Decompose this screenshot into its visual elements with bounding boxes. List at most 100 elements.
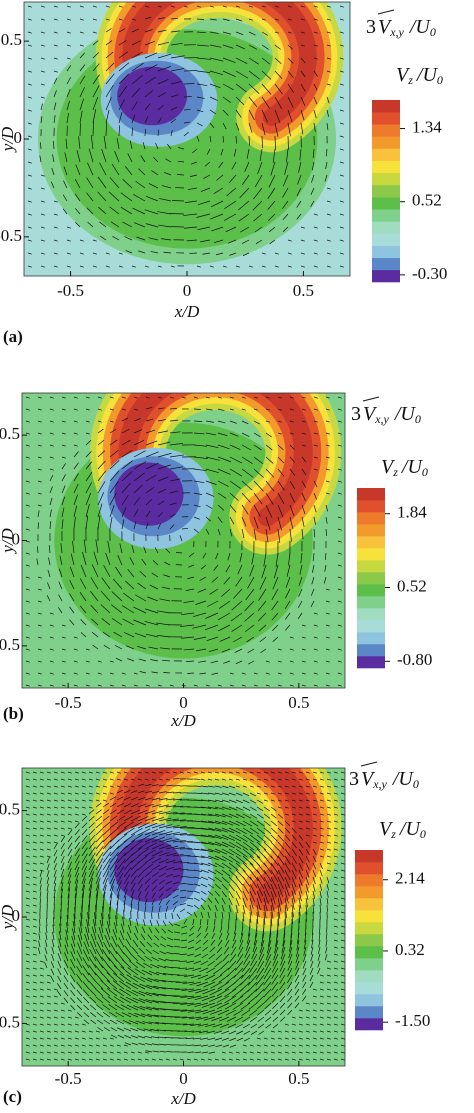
vector-arrow <box>221 855 233 863</box>
vector-arrow <box>263 855 273 867</box>
vector-arrow <box>305 904 308 915</box>
vector-arrow <box>81 771 86 774</box>
vector-arrow <box>92 252 97 255</box>
vector-arrow <box>59 923 62 934</box>
vector-arrow <box>86 919 90 934</box>
vector-arrow <box>139 940 146 948</box>
vector-arrow <box>165 880 173 885</box>
vector-arrow <box>256 799 263 804</box>
vector-arrow <box>221 848 235 856</box>
vector-arrow <box>277 1044 282 1047</box>
vector-arrow <box>149 584 159 590</box>
vector-arrow <box>70 959 76 969</box>
vector-arrow <box>32 890 37 893</box>
vector-arrow <box>298 1016 303 1019</box>
vector-arrow <box>144 884 150 892</box>
vector-arrow <box>72 920 76 934</box>
vector-arrow <box>123 895 127 906</box>
vector-arrow <box>228 883 235 892</box>
vector-arrow <box>120 206 133 215</box>
vector-arrow <box>339 83 344 86</box>
vector-arrow <box>52 924 55 934</box>
vector-arrow <box>339 57 344 60</box>
vector-arrow <box>256 876 265 889</box>
vector-arrow <box>147 1014 160 1018</box>
vector-arrow <box>27 44 32 47</box>
vector-arrow <box>151 810 163 815</box>
vector-arrow <box>123 821 134 829</box>
vector-arrow <box>287 265 292 268</box>
vector-arrow <box>312 1058 317 1061</box>
vector-arrow <box>90 590 99 602</box>
vector-arrow <box>121 417 129 422</box>
vector-arrow <box>105 109 110 124</box>
vector-arrow <box>66 252 71 255</box>
vector-arrow <box>215 1044 223 1048</box>
vector-arrow <box>46 820 51 823</box>
vector-arrow <box>53 31 58 34</box>
vector-arrow <box>265 504 273 518</box>
vector-arrow <box>313 18 318 21</box>
vector-arrow <box>144 1058 149 1061</box>
vector-arrow <box>196 932 202 938</box>
vector-arrow <box>109 821 119 829</box>
vector-arrow <box>97 515 101 530</box>
vector-arrow <box>188 552 195 557</box>
vector-arrow <box>301 624 306 627</box>
vector-arrow <box>65 138 68 150</box>
vector-arrow <box>138 998 153 1004</box>
vector-arrow <box>169 466 183 470</box>
vector-arrow <box>123 839 136 850</box>
vector-arrow <box>237 564 243 575</box>
vector-arrow <box>340 883 345 886</box>
vector-arrow <box>277 648 282 651</box>
vector-arrow <box>95 858 104 871</box>
vector-arrow <box>53 70 58 73</box>
vector-arrow <box>144 90 154 98</box>
vector-arrow <box>235 31 244 36</box>
vector-arrow <box>298 841 304 848</box>
vector-arrow <box>246 148 250 159</box>
vector-arrow <box>313 83 318 91</box>
vector-arrow <box>64 944 69 955</box>
vector-arrow <box>133 396 138 399</box>
vector-arrow <box>294 981 300 989</box>
vector-arrow <box>53 917 55 927</box>
vector-arrow <box>242 855 254 866</box>
vector-arrow <box>130 875 137 885</box>
vector-arrow <box>159 1050 167 1053</box>
vector-arrow <box>145 522 149 530</box>
vector-arrow <box>193 897 200 902</box>
vector-arrow <box>222 96 231 103</box>
vector-arrow <box>325 480 330 483</box>
subscript: z <box>407 73 413 87</box>
vector-arrow <box>155 142 159 150</box>
vector-arrow <box>102 792 107 795</box>
vector-arrow <box>301 480 307 488</box>
vector-arrow <box>298 883 303 894</box>
vector-arrow <box>169 408 177 410</box>
vector-arrow <box>116 827 127 836</box>
vector-arrow <box>60 1002 65 1005</box>
vector-arrow <box>46 1058 51 1061</box>
vector-arrow <box>206 967 216 974</box>
vector-arrow <box>193 862 204 865</box>
colorbar-band <box>372 112 400 125</box>
vector-arrow <box>32 1058 37 1061</box>
vector-arrow <box>157 500 165 506</box>
vector-arrow <box>172 805 184 808</box>
vector-arrow <box>248 967 258 980</box>
vector-arrow <box>186 1058 191 1061</box>
vector-arrow <box>259 636 267 643</box>
vector-arrow <box>270 813 277 819</box>
vector-arrow <box>157 635 171 638</box>
vector-arrow <box>270 904 274 919</box>
vector-arrow <box>326 1051 331 1054</box>
vector-arrow <box>206 636 219 642</box>
vector-arrow <box>157 512 163 518</box>
vector-arrow <box>270 1058 275 1061</box>
vector-arrow <box>95 792 100 795</box>
vector-arrow <box>39 967 44 970</box>
vector-arrow <box>214 813 226 818</box>
vector-arrow <box>241 174 250 186</box>
